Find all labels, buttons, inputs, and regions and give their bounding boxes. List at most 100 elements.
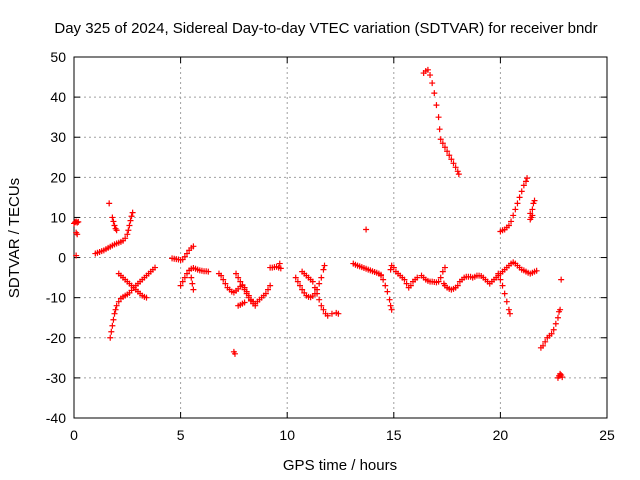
data-point <box>505 306 512 313</box>
data-point <box>386 296 393 303</box>
y-axis-label: SDTVAR / TECUs <box>6 178 23 298</box>
chart-title: Day 325 of 2024, Sidereal Day-to-day VTE… <box>54 20 597 37</box>
series-1 <box>92 209 136 257</box>
data-point <box>205 268 212 275</box>
data-point <box>363 226 370 233</box>
series-9 <box>230 348 238 357</box>
data-point <box>514 200 521 207</box>
data-point <box>122 235 129 242</box>
data-point <box>508 218 515 225</box>
data-point <box>237 278 244 285</box>
data-point <box>387 266 394 273</box>
data-point <box>299 286 306 293</box>
data-point <box>277 265 284 272</box>
series-19 <box>497 175 538 235</box>
data-point <box>378 272 385 279</box>
data-point <box>388 306 395 313</box>
y-tick-label: 40 <box>50 89 66 105</box>
data-point <box>190 243 197 250</box>
ticks: 0 5 10 15 20 25 -40 -30 -20 -10 0 10 20 30 40 50 <box>46 49 615 443</box>
data-point <box>384 288 391 295</box>
data-point <box>188 274 195 281</box>
data-point <box>235 274 242 281</box>
data-point <box>444 148 451 155</box>
data-point <box>110 218 117 225</box>
data-point <box>239 282 246 289</box>
data-point <box>109 322 116 329</box>
data-point <box>127 217 134 224</box>
x-tick-label: 10 <box>279 427 295 443</box>
data-point <box>296 282 303 289</box>
data-point <box>177 282 184 289</box>
data-point <box>380 276 387 283</box>
grid <box>74 57 607 418</box>
x-tick-label: 25 <box>599 427 615 443</box>
y-tick-label: -40 <box>46 410 66 426</box>
data-point <box>181 274 188 281</box>
data-point <box>382 282 389 289</box>
data-point <box>314 290 321 297</box>
data-point <box>233 270 240 277</box>
data-point <box>252 302 259 309</box>
data-point <box>495 270 502 277</box>
data-point <box>512 206 519 213</box>
data-point <box>241 299 248 306</box>
data-point <box>520 182 527 189</box>
data-point <box>554 314 561 321</box>
data-point <box>73 252 80 259</box>
data-point <box>243 290 250 297</box>
series-16 <box>418 264 504 293</box>
data-point <box>316 296 323 303</box>
data-point <box>454 168 461 175</box>
data-point <box>559 374 566 381</box>
y-tick-label: 50 <box>50 49 66 65</box>
data-point <box>387 302 394 309</box>
data-point <box>446 152 453 159</box>
data-point <box>108 328 115 335</box>
data-point <box>321 262 328 269</box>
data-point <box>540 342 547 349</box>
data-point <box>115 298 122 305</box>
data-point <box>550 326 557 333</box>
data-point <box>106 200 113 207</box>
data-point <box>324 312 331 319</box>
data-point <box>311 284 318 291</box>
data-point <box>335 310 342 317</box>
data-point <box>294 278 301 285</box>
series-5 <box>169 243 197 263</box>
data-point <box>557 370 564 377</box>
data-point <box>245 294 252 301</box>
data-point <box>441 264 448 271</box>
y-tick-label: -30 <box>46 370 66 386</box>
data-point <box>110 316 117 323</box>
data-point <box>190 286 197 293</box>
data-point <box>107 334 114 341</box>
data-point <box>499 282 506 289</box>
data-point <box>401 276 408 283</box>
data-point <box>531 197 538 204</box>
data-point <box>222 280 229 287</box>
data-point <box>427 72 434 79</box>
x-tick-label: 20 <box>493 427 509 443</box>
data-point <box>74 231 81 238</box>
data-point <box>109 214 116 221</box>
y-tick-label: -10 <box>46 290 66 306</box>
data-point <box>320 306 327 313</box>
data-point <box>424 66 431 73</box>
series-4 <box>115 270 150 301</box>
data-point <box>113 227 120 234</box>
y-tick-label: 0 <box>58 250 66 266</box>
data-point <box>111 310 118 317</box>
data-point <box>429 80 436 87</box>
data-point <box>407 282 414 289</box>
data-point <box>530 200 537 207</box>
plot-frame <box>73 56 608 419</box>
x-tick-label: 5 <box>177 427 185 443</box>
data-point <box>113 302 120 309</box>
data-point <box>318 274 325 281</box>
data-point <box>183 250 190 257</box>
data-point <box>262 290 269 297</box>
data-point <box>318 302 325 309</box>
data-point <box>292 274 299 281</box>
data-point <box>505 222 512 229</box>
